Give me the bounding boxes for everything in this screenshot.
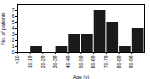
svg-text:No. of patients: No. of patients — [0, 12, 6, 45]
svg-text:60-69: 60-69 — [90, 55, 96, 68]
svg-text:6: 6 — [12, 13, 15, 19]
svg-text:50-59: 50-59 — [78, 55, 84, 68]
svg-text:Age (y): Age (y) — [73, 74, 89, 79]
svg-text:90-99: 90-99 — [128, 55, 134, 68]
svg-text:20-29: 20-29 — [40, 55, 46, 68]
svg-text:5: 5 — [12, 19, 15, 25]
svg-text:40-49: 40-49 — [65, 55, 71, 68]
svg-text:3: 3 — [12, 31, 15, 37]
svg-text:<10: <10 — [14, 55, 20, 64]
svg-text:70-79: 70-79 — [103, 55, 109, 68]
svg-text:0: 0 — [12, 49, 15, 55]
svg-text:4: 4 — [12, 25, 15, 31]
svg-text:7: 7 — [12, 7, 15, 13]
svg-text:30-39: 30-39 — [52, 55, 58, 68]
svg-text:2: 2 — [12, 37, 15, 43]
svg-text:1: 1 — [12, 43, 15, 49]
svg-text:10-19: 10-19 — [27, 55, 33, 68]
svg-text:80-89: 80-89 — [116, 55, 122, 68]
